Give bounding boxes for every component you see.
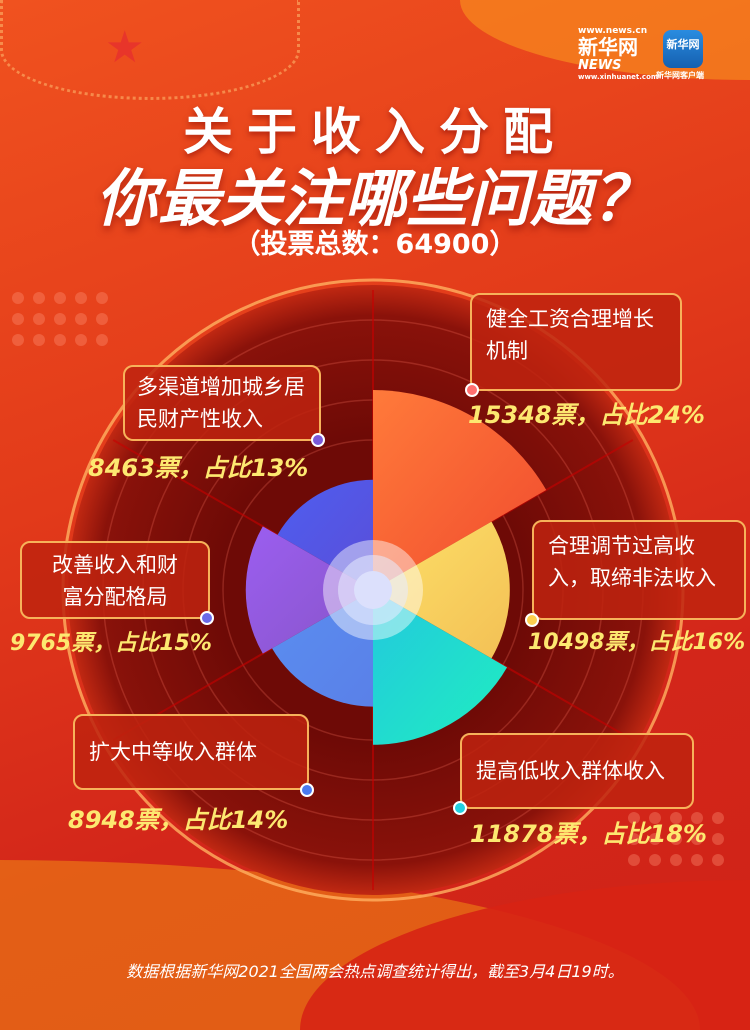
rose-sector (373, 590, 508, 745)
grid-spoke (112, 439, 374, 591)
label-box-4: 改善收入和财富分配格局 (20, 541, 210, 619)
title-line1: 关于收入分配 (183, 103, 567, 161)
app-icon: 新华网 (663, 30, 703, 68)
label-box-3: 扩大中等收入群体 (73, 714, 309, 790)
value-label-2: 11878票，占比18% (470, 820, 707, 848)
total-votes: （投票总数：64900） (233, 229, 517, 260)
category-label: 多渠道增加城乡居民财产性收入 (137, 375, 305, 431)
news-logo: www.news.cn 新华网 NEWS www.xinhuanet.com (578, 26, 658, 81)
center-dot (354, 571, 392, 609)
dot-pattern (12, 292, 108, 346)
rose-sector (373, 390, 547, 590)
dot-pattern (628, 812, 724, 866)
rose-sector (245, 526, 373, 654)
title-line2: 你最关注哪些问题？ (95, 162, 654, 235)
label-box-1: 合理调节过高收入，取缔非法收入 (532, 520, 746, 620)
value-label-5: 8463票，占比13% (88, 454, 309, 482)
logo-domain: www.xinhuanet.com (578, 73, 659, 81)
emblem-decoration (0, 0, 300, 100)
star-icon: ★ (105, 22, 145, 73)
rose-sector (272, 590, 373, 707)
logo-brand: 新华网 (578, 35, 638, 59)
label-box-5: 多渠道增加城乡居民财产性收入 (123, 365, 321, 441)
marker-dot (525, 613, 539, 627)
label-box-2: 提高低收入群体收入 (460, 733, 694, 809)
category-label: 合理调节过高收入，取缔非法收入 (548, 534, 716, 590)
rose-sector (373, 521, 510, 659)
label-box-0: 健全工资合理增长机制 (470, 293, 682, 391)
marker-dot (465, 383, 479, 397)
value-label-0: 15348票，占比24% (468, 401, 705, 429)
logo-news: NEWS (578, 58, 622, 73)
value-label-1: 10498票，占比16% (528, 630, 746, 655)
category-label: 扩大中等收入群体 (89, 740, 257, 764)
footer-note: 数据根据新华网2021全国两会热点调查统计得出，截至3月4日19时。 (126, 962, 624, 981)
value-label-3: 8948票，占比14% (68, 806, 289, 834)
logo-site: www.news.cn (578, 26, 648, 36)
rose-sector (277, 479, 373, 590)
value-label-4: 9765票，占比15% (10, 631, 212, 656)
app-name: 新华网 (666, 38, 700, 51)
marker-dot (453, 801, 467, 815)
marker-dot (311, 433, 325, 447)
app-caption: 新华网客户端 (656, 71, 704, 80)
category-label: 提高低收入群体收入 (476, 759, 665, 783)
category-label: 健全工资合理增长机制 (486, 307, 654, 363)
category-label: 改善收入和财富分配格局 (52, 553, 178, 609)
marker-dot (300, 783, 314, 797)
marker-dot (200, 611, 214, 625)
